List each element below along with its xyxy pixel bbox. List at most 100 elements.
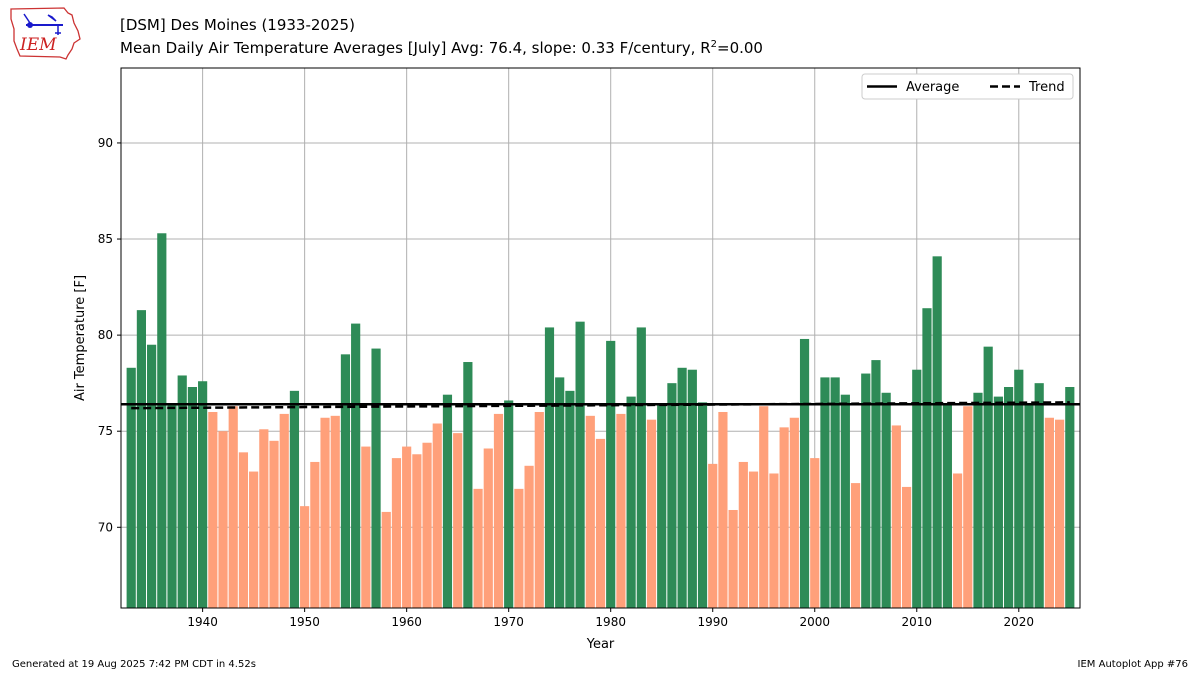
legend: Average Trend	[861, 73, 1074, 100]
legend-trend-label: Trend	[1028, 80, 1065, 95]
bar	[983, 346, 993, 608]
bar	[1034, 383, 1044, 608]
bar	[942, 404, 952, 608]
bar	[279, 413, 289, 608]
bar	[126, 367, 136, 608]
bar	[238, 452, 249, 608]
bar	[514, 488, 524, 608]
bar	[463, 362, 473, 608]
plot-frame	[120, 67, 1081, 609]
bar	[697, 402, 708, 608]
x-axis-label: Year	[586, 637, 615, 652]
bar	[952, 473, 963, 608]
bar	[371, 348, 381, 608]
chart-subtitle: Mean Daily Air Temperature Averages [Jul…	[120, 39, 763, 57]
bar	[575, 321, 585, 608]
bar	[167, 404, 177, 608]
bar	[136, 310, 146, 608]
bar	[473, 488, 483, 608]
bar	[657, 404, 667, 608]
bar	[1065, 387, 1075, 608]
generated-timestamp: Generated at 19 Aug 2025 7:42 PM CDT in …	[12, 659, 256, 670]
bars-layer	[126, 233, 1075, 608]
bar	[799, 338, 810, 608]
bar	[361, 446, 371, 608]
lines-layer	[121, 401, 1080, 410]
bar	[759, 406, 769, 608]
bar	[402, 446, 412, 608]
bar	[1044, 417, 1054, 608]
bar	[891, 425, 901, 608]
bar	[177, 375, 187, 608]
bar	[1024, 404, 1034, 608]
x-tick-label: 1960	[391, 615, 422, 629]
bar	[391, 458, 402, 608]
bar	[667, 383, 677, 608]
y-tick-label: 80	[98, 328, 113, 342]
x-tick-label: 1940	[187, 615, 218, 629]
bar	[646, 419, 657, 608]
y-tick-label: 90	[98, 136, 113, 150]
bar	[993, 396, 1003, 608]
bar	[504, 400, 514, 608]
bar	[218, 431, 228, 608]
bar	[198, 381, 208, 608]
bar	[249, 471, 259, 608]
bar	[585, 415, 595, 608]
subtitle-superscript: 2	[710, 39, 717, 50]
bar	[453, 433, 463, 608]
x-tick-label: 1990	[697, 615, 728, 629]
trend-line	[131, 401, 1070, 410]
bar	[871, 360, 881, 608]
bar	[187, 387, 198, 608]
bar	[840, 394, 850, 608]
chart-title: [DSM] Des Moines (1933-2025)	[120, 16, 355, 34]
bar	[830, 377, 840, 608]
y-tick-label: 85	[98, 232, 113, 246]
bar	[340, 354, 351, 608]
y-axis-label: Air Temperature [F]	[73, 275, 88, 401]
subtitle-text: Mean Daily Air Temperature Averages [Jul…	[120, 39, 711, 57]
bar	[595, 438, 606, 608]
bar	[606, 340, 616, 608]
bar	[269, 440, 279, 608]
subtitle-suffix: =0.00	[717, 39, 763, 57]
y-tick-label: 75	[98, 424, 113, 438]
bar	[208, 411, 218, 608]
bar	[289, 390, 300, 608]
bar	[922, 308, 932, 608]
bar	[738, 461, 748, 608]
iem-logo: IEM	[10, 7, 81, 60]
bar	[718, 411, 728, 608]
x-tick-label: 2000	[799, 615, 830, 629]
x-tick-label: 1950	[289, 615, 320, 629]
legend-average-label: Average	[906, 80, 959, 95]
bar	[881, 392, 891, 608]
bar	[973, 392, 983, 608]
bar	[493, 413, 504, 608]
bar	[157, 233, 167, 608]
bar	[442, 394, 453, 608]
x-tick-label: 1980	[595, 615, 626, 629]
bar	[1055, 419, 1065, 608]
bar	[861, 373, 871, 608]
bar	[708, 463, 718, 608]
bar	[1003, 387, 1014, 608]
bar	[544, 327, 555, 608]
bar	[616, 413, 626, 608]
bar	[769, 473, 779, 608]
bar	[534, 411, 544, 608]
bar	[300, 506, 310, 608]
bar	[524, 465, 534, 608]
bar	[320, 417, 330, 608]
bar	[381, 511, 391, 608]
bar	[228, 406, 238, 608]
bar	[779, 427, 789, 608]
legend-box	[861, 73, 1074, 100]
bar	[963, 406, 973, 608]
bar	[728, 509, 738, 608]
bar	[147, 344, 157, 608]
bar	[483, 448, 493, 608]
bar	[565, 390, 575, 608]
